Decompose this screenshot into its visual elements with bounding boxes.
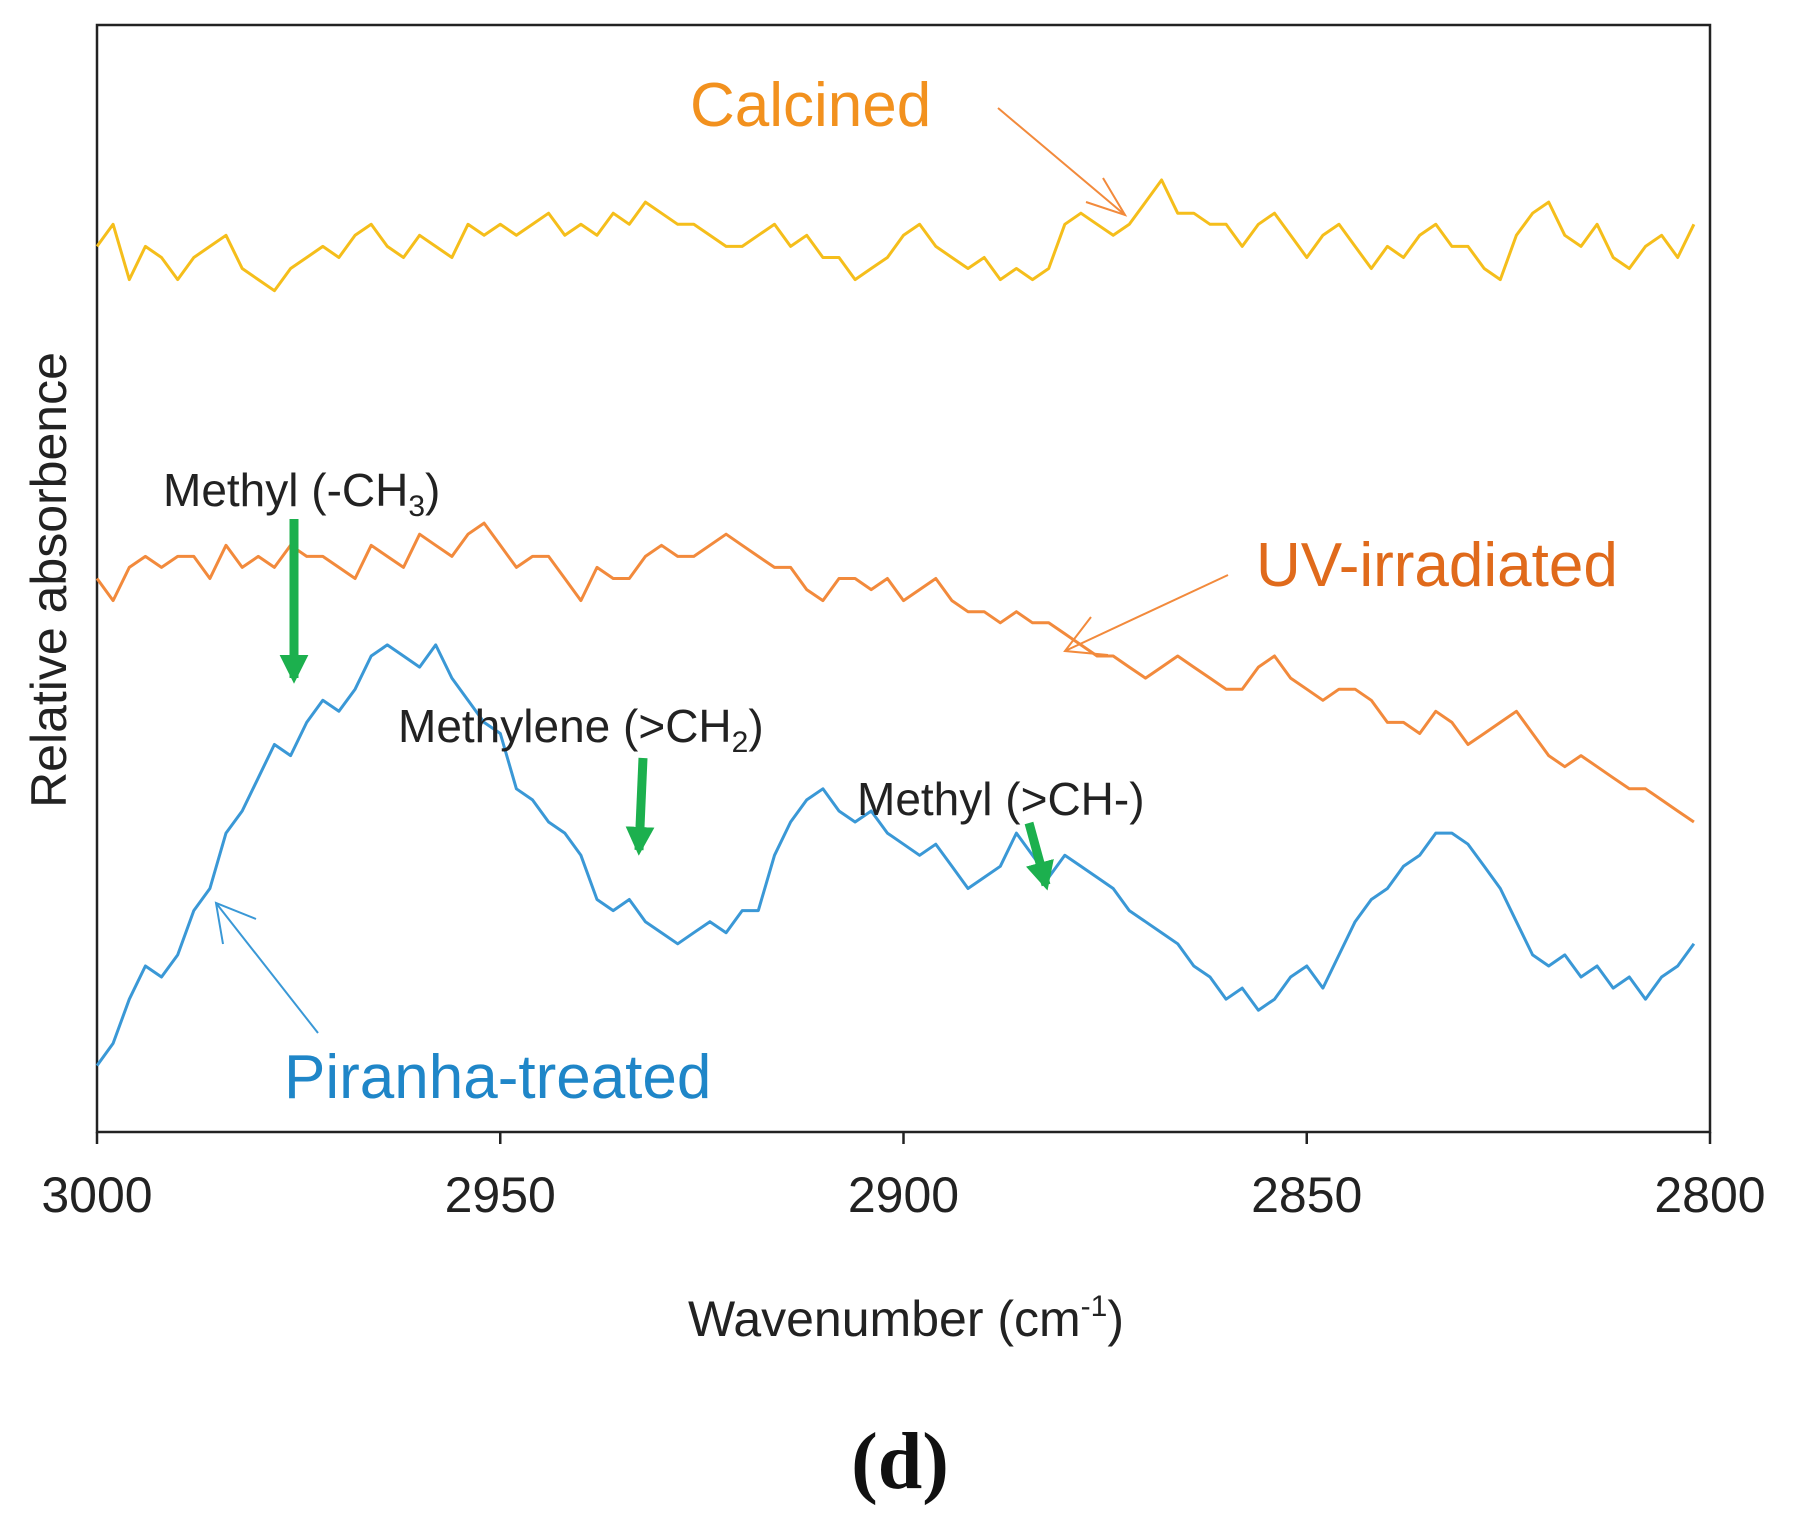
- x-tick-label-2850: 2850: [1251, 1167, 1362, 1223]
- peak-arrow-methyl-ch: [1024, 821, 1054, 891]
- x-tick-label-2900: 2900: [848, 1167, 959, 1223]
- series-label-uv-irradiated: UV-irradiated: [1256, 531, 1618, 600]
- piranha-treated-pointer-arrow: [214, 901, 319, 1034]
- series-line-uv-irradiated: [95, 521, 1695, 824]
- x-tick-label-3000: 3000: [41, 1167, 152, 1223]
- peak-label-methyl-ch: Methyl (>CH-): [857, 773, 1145, 825]
- calcined-pointer-arrow: [997, 107, 1128, 217]
- x-tick-label-2800: 2800: [1654, 1167, 1765, 1223]
- series-line-piranha-treated: [95, 643, 1696, 1067]
- uv-irradiated-pointer-arrow: [1063, 574, 1229, 656]
- series-layer: [95, 178, 1696, 1067]
- peak-label-methyl-ch3: Methyl (-CH3): [163, 464, 440, 523]
- peak-arrow-methylene-ch2: [625, 757, 655, 856]
- peak-label-methylene-ch2: Methylene (>CH2): [398, 700, 764, 759]
- x-tick-label-2950: 2950: [445, 1167, 556, 1223]
- y-axis-title: Relative absorbence: [21, 352, 77, 808]
- x-axis-ticks: 3000 2950 2900 2850 2800: [41, 1132, 1766, 1223]
- panel-label: (d): [851, 1418, 949, 1506]
- series-label-calcined: Calcined: [690, 71, 931, 140]
- series-line-calcined: [95, 178, 1696, 293]
- series-label-piranha-treated: Piranha-treated: [284, 1043, 711, 1112]
- x-axis-title: Wavenumber (cm-1): [688, 1290, 1124, 1347]
